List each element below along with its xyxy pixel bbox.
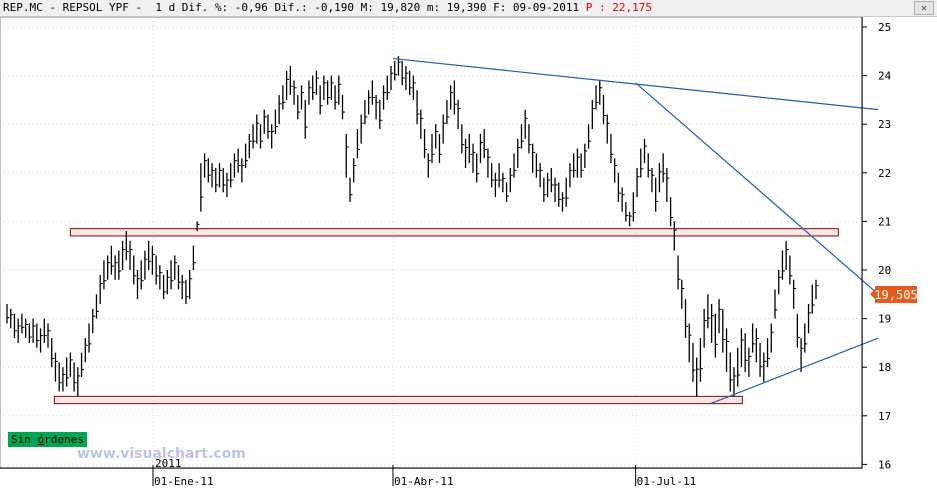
status-badge-suffix: rdenes	[44, 433, 84, 446]
trendline	[635, 82, 879, 295]
x-tick-label: 01-Ene-11	[154, 475, 214, 488]
y-tick-label: 19	[878, 313, 891, 326]
y-tick-label: 18	[878, 361, 891, 374]
watermark: www.visualchart.com	[77, 446, 246, 462]
quote-text: REP.MC - REPSOL YPF - 1 d Dif. %: -0,96 …	[3, 1, 586, 14]
status-badge-mnemonic: ó	[37, 433, 45, 446]
x-tick-label: 01-Abr-11	[394, 475, 454, 488]
status-badge[interactable]: Sin órdenes	[8, 432, 87, 447]
p-value: P : 22,175	[585, 1, 653, 14]
support-resistance-zone	[53, 395, 743, 405]
ohlc-series	[6, 56, 819, 397]
year-label: 2011	[155, 457, 182, 470]
y-tick-label: 21	[878, 215, 891, 228]
header-bar: REP.MC - REPSOL YPF - 1 d Dif. %: -0,96 …	[0, 0, 937, 17]
quote-header: REP.MC - REPSOL YPF - 1 d Dif. %: -0,96 …	[3, 1, 652, 14]
trendline-layer	[392, 57, 879, 405]
y-tick-label: 23	[878, 118, 891, 131]
x-tick-label: 01-Jul-11	[637, 475, 697, 488]
trendline	[392, 57, 879, 111]
axis-layer: 25 24 23 22 21 20 19 18 17 16 01-Ene-11 01-Abr-11 01…	[0, 17, 892, 488]
trendline	[710, 337, 879, 405]
last-price-pointer	[870, 289, 875, 300]
y-tick-label: 20	[878, 264, 891, 277]
support-resistance-zone	[69, 228, 839, 237]
zone-layer	[53, 228, 839, 405]
y-tick-label: 16	[878, 458, 891, 471]
y-tick-label: 25	[878, 21, 891, 34]
y-tick-label: 24	[878, 70, 892, 83]
last-price-flag: 19,505	[874, 286, 918, 303]
status-badge-prefix: Sin	[11, 433, 38, 446]
close-button[interactable]: ✕	[914, 1, 934, 15]
close-icon: ✕	[920, 2, 928, 14]
y-tick-label: 17	[878, 410, 891, 423]
y-tick-label: 22	[878, 167, 891, 180]
